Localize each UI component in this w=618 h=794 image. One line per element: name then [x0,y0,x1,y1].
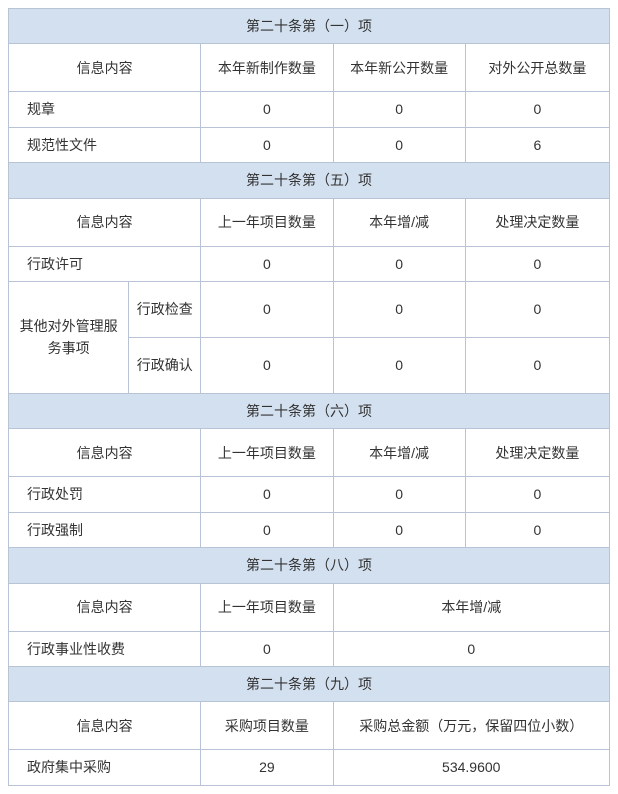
col-purchase-total: 采购总金额（万元，保留四位小数） [333,702,609,750]
col-total-public: 对外公开总数量 [465,44,609,92]
cell-value: 0 [201,337,333,393]
cell-value: 6 [465,127,609,162]
section-9-title: 第二十条第（九）项 [9,666,610,701]
col-purchase-count: 采购项目数量 [201,702,333,750]
row-label: 行政处罚 [9,477,201,512]
table-row: 规章 0 0 0 [9,92,610,127]
cell-value: 29 [201,750,333,785]
row-label: 行政强制 [9,512,201,547]
cell-value: 0 [333,92,465,127]
cell-value: 0 [201,631,333,666]
col-decision-count: 处理决定数量 [465,429,609,477]
section-5-header-row: 信息内容 上一年项目数量 本年增/减 处理决定数量 [9,198,610,246]
cell-value: 0 [333,477,465,512]
col-prev-year-count: 上一年项目数量 [201,583,333,631]
cell-value: 0 [333,631,609,666]
cell-value: 0 [333,127,465,162]
table-row: 规范性文件 0 0 6 [9,127,610,162]
section-1-title: 第二十条第（一）项 [9,9,610,44]
cell-value: 0 [201,281,333,337]
row-label: 行政许可 [9,246,201,281]
section-9-title-row: 第二十条第（九）项 [9,666,610,701]
cell-value: 0 [201,246,333,281]
cell-value: 0 [201,127,333,162]
row-group-label: 其他对外管理服务事项 [9,281,129,393]
col-prev-year-count: 上一年项目数量 [201,198,333,246]
section-1-title-row: 第二十条第（一）项 [9,9,610,44]
cell-value: 0 [201,477,333,512]
table-row: 行政许可 0 0 0 [9,246,610,281]
cell-value: 0 [333,281,465,337]
col-info-content: 信息内容 [9,702,201,750]
cell-value: 0 [465,281,609,337]
cell-value: 0 [465,477,609,512]
row-label: 行政事业性收费 [9,631,201,666]
section-1-header-row: 信息内容 本年新制作数量 本年新公开数量 对外公开总数量 [9,44,610,92]
row-label: 规范性文件 [9,127,201,162]
col-year-change: 本年增/减 [333,583,609,631]
row-sublabel: 行政确认 [129,337,201,393]
section-6-title-row: 第二十条第（六）项 [9,393,610,428]
section-8-header-row: 信息内容 上一年项目数量 本年增/减 [9,583,610,631]
cell-value: 0 [201,512,333,547]
cell-value: 534.9600 [333,750,609,785]
disclosure-table: 第二十条第（一）项 信息内容 本年新制作数量 本年新公开数量 对外公开总数量 规… [8,8,610,786]
col-new-produced: 本年新制作数量 [201,44,333,92]
col-info-content: 信息内容 [9,583,201,631]
cell-value: 0 [465,246,609,281]
row-label: 规章 [9,92,201,127]
col-info-content: 信息内容 [9,429,201,477]
col-info-content: 信息内容 [9,198,201,246]
col-decision-count: 处理决定数量 [465,198,609,246]
cell-value: 0 [333,246,465,281]
col-year-change: 本年增/减 [333,198,465,246]
col-year-change: 本年增/减 [333,429,465,477]
section-9-header-row: 信息内容 采购项目数量 采购总金额（万元，保留四位小数） [9,702,610,750]
table-row: 其他对外管理服务事项 行政检查 0 0 0 [9,281,610,337]
table-row: 行政事业性收费 0 0 [9,631,610,666]
table-row: 行政强制 0 0 0 [9,512,610,547]
cell-value: 0 [465,512,609,547]
section-8-title: 第二十条第（八）项 [9,548,610,583]
col-new-public: 本年新公开数量 [333,44,465,92]
table-row: 行政处罚 0 0 0 [9,477,610,512]
cell-value: 0 [333,337,465,393]
col-prev-year-count: 上一年项目数量 [201,429,333,477]
cell-value: 0 [465,92,609,127]
table-row: 政府集中采购 29 534.9600 [9,750,610,785]
section-8-title-row: 第二十条第（八）项 [9,548,610,583]
section-6-header-row: 信息内容 上一年项目数量 本年增/减 处理决定数量 [9,429,610,477]
section-5-title-row: 第二十条第（五）项 [9,163,610,198]
cell-value: 0 [333,512,465,547]
cell-value: 0 [201,92,333,127]
cell-value: 0 [465,337,609,393]
row-label: 政府集中采购 [9,750,201,785]
section-6-title: 第二十条第（六）项 [9,393,610,428]
col-info-content: 信息内容 [9,44,201,92]
section-5-title: 第二十条第（五）项 [9,163,610,198]
row-sublabel: 行政检查 [129,281,201,337]
